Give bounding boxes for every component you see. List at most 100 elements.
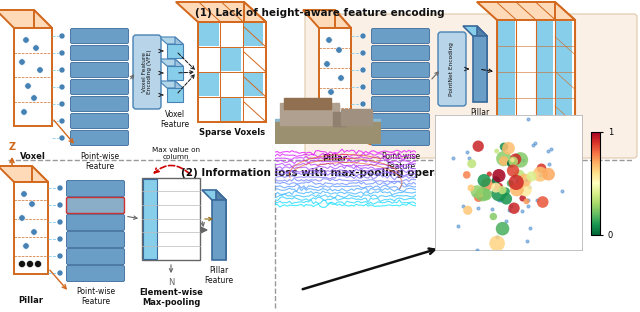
Point xyxy=(472,247,483,252)
FancyBboxPatch shape xyxy=(371,114,429,129)
Bar xyxy=(142,178,200,260)
Circle shape xyxy=(360,135,366,141)
Point xyxy=(461,173,472,178)
Circle shape xyxy=(59,118,65,124)
Polygon shape xyxy=(167,66,183,80)
Point xyxy=(472,189,482,194)
Point xyxy=(475,192,485,197)
Point xyxy=(543,149,553,154)
Point xyxy=(473,144,483,149)
Circle shape xyxy=(326,37,332,43)
Circle shape xyxy=(360,118,366,124)
Point xyxy=(538,199,548,204)
Circle shape xyxy=(338,75,344,81)
Point xyxy=(493,172,504,177)
Text: Pillar: Pillar xyxy=(19,296,44,305)
FancyBboxPatch shape xyxy=(371,46,429,61)
FancyBboxPatch shape xyxy=(67,248,125,265)
Point xyxy=(508,159,518,164)
Point xyxy=(497,226,508,231)
Point xyxy=(491,185,501,190)
Text: Z: Z xyxy=(8,142,15,152)
Point xyxy=(493,191,504,196)
Point xyxy=(508,158,518,163)
Point xyxy=(532,197,542,202)
Circle shape xyxy=(334,103,340,109)
Point xyxy=(527,96,537,101)
FancyBboxPatch shape xyxy=(371,80,429,95)
Polygon shape xyxy=(159,81,183,88)
Circle shape xyxy=(33,45,39,51)
Point xyxy=(501,219,511,224)
Circle shape xyxy=(35,261,42,267)
Point xyxy=(518,196,528,201)
Polygon shape xyxy=(34,10,52,126)
Polygon shape xyxy=(159,37,183,44)
Point xyxy=(492,241,502,246)
FancyBboxPatch shape xyxy=(67,215,125,231)
Circle shape xyxy=(25,83,31,89)
Point xyxy=(535,172,545,177)
FancyBboxPatch shape xyxy=(438,32,466,106)
Text: (2) Information loss with max-pooling operator: (2) Information loss with max-pooling op… xyxy=(181,168,459,178)
Point xyxy=(539,103,549,108)
Circle shape xyxy=(29,201,35,207)
Point xyxy=(506,161,516,166)
Polygon shape xyxy=(0,10,52,28)
Polygon shape xyxy=(198,22,266,122)
Circle shape xyxy=(31,95,37,101)
Point xyxy=(543,172,554,177)
Polygon shape xyxy=(212,200,226,260)
Circle shape xyxy=(57,253,63,259)
Point xyxy=(522,199,532,204)
FancyBboxPatch shape xyxy=(67,266,125,281)
FancyBboxPatch shape xyxy=(70,62,129,77)
Bar xyxy=(340,109,372,125)
FancyBboxPatch shape xyxy=(70,114,129,129)
Circle shape xyxy=(20,109,27,115)
Bar xyxy=(498,21,515,123)
Circle shape xyxy=(57,270,63,276)
Polygon shape xyxy=(202,190,226,200)
Point xyxy=(536,166,547,171)
Bar xyxy=(243,23,263,46)
Polygon shape xyxy=(335,10,351,128)
Polygon shape xyxy=(303,10,351,28)
Polygon shape xyxy=(473,36,487,102)
FancyBboxPatch shape xyxy=(67,197,125,213)
Text: Sparse Voxels: Sparse Voxels xyxy=(199,128,265,137)
Polygon shape xyxy=(32,166,48,274)
Circle shape xyxy=(59,50,65,56)
Text: D: D xyxy=(218,215,225,223)
Circle shape xyxy=(59,135,65,141)
Bar xyxy=(221,98,241,121)
Point xyxy=(469,192,479,197)
Point xyxy=(499,158,509,163)
Point xyxy=(492,149,502,154)
Text: Pillar: Pillar xyxy=(323,154,348,163)
Point xyxy=(501,196,511,201)
Text: (1) Lack of height-aware feature encoding: (1) Lack of height-aware feature encodin… xyxy=(195,8,445,18)
Point xyxy=(523,197,533,202)
FancyBboxPatch shape xyxy=(371,62,429,77)
FancyBboxPatch shape xyxy=(371,28,429,43)
FancyBboxPatch shape xyxy=(133,35,161,109)
Point xyxy=(499,156,509,161)
Point xyxy=(521,178,531,183)
Circle shape xyxy=(19,215,25,221)
Point xyxy=(523,116,533,121)
Circle shape xyxy=(36,67,44,73)
Point xyxy=(522,238,532,243)
Point xyxy=(491,178,501,183)
Point xyxy=(463,208,473,213)
Circle shape xyxy=(328,89,334,95)
Point xyxy=(510,103,520,108)
Point xyxy=(495,197,506,202)
Point xyxy=(466,185,476,190)
FancyBboxPatch shape xyxy=(70,46,129,61)
Circle shape xyxy=(336,47,342,53)
Circle shape xyxy=(57,236,63,242)
Circle shape xyxy=(57,202,63,208)
Circle shape xyxy=(19,261,26,267)
Point xyxy=(477,192,488,197)
